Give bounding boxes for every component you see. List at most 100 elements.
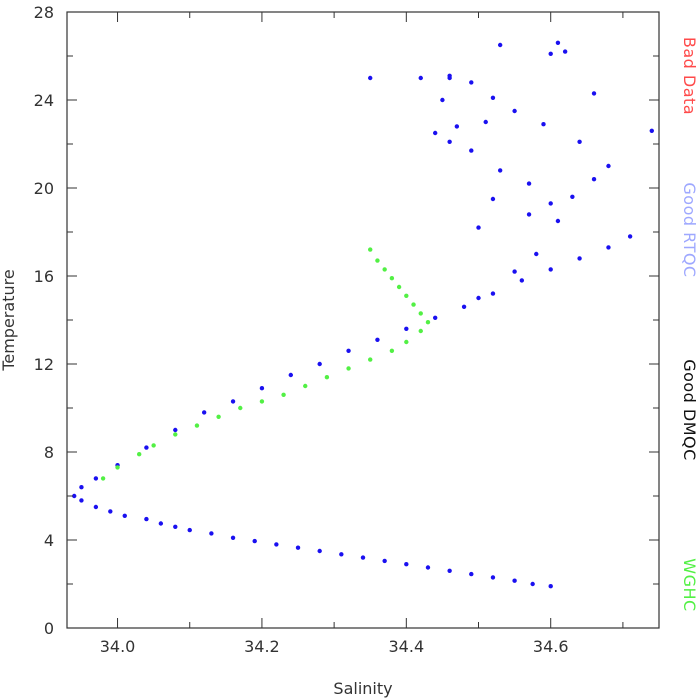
data-point: [490, 291, 496, 296]
data-point: [418, 75, 423, 81]
y-tick-label: 20: [34, 179, 54, 198]
data-point: [447, 568, 452, 573]
data-point: [108, 509, 113, 514]
data-point: [404, 293, 409, 298]
data-point: [281, 392, 286, 397]
data-point: [259, 399, 265, 404]
data-point: [418, 328, 423, 334]
data-point: [476, 225, 481, 230]
data-point: [548, 584, 553, 589]
data-point: [100, 476, 106, 481]
data-point: [136, 452, 142, 457]
data-point: [461, 304, 467, 309]
data-point: [483, 119, 488, 125]
data-point: [649, 128, 654, 133]
data-point: [440, 97, 445, 103]
data-point: [187, 527, 192, 533]
data-point: [375, 258, 380, 263]
data-point: [526, 181, 532, 186]
data-point: [490, 95, 496, 101]
data-point: [346, 348, 351, 353]
legend-layer: Bad Data Good RTQC Good DMQC WGHC: [680, 37, 699, 612]
data-point: [368, 247, 373, 252]
data-point: [425, 320, 431, 325]
data-point: [144, 516, 149, 522]
y-tick-label: 28: [34, 3, 54, 22]
data-point: [497, 42, 503, 48]
data-point: [288, 372, 294, 378]
data-point: [396, 284, 402, 290]
data-point: [274, 542, 279, 547]
data-point: [418, 311, 423, 316]
data-point: [404, 326, 409, 331]
data-point: [627, 234, 633, 239]
legend-item: Good RTQC: [680, 182, 699, 277]
x-tick-label: 34.6: [533, 637, 569, 656]
y-tick-label: 8: [44, 443, 54, 462]
data-point: [382, 558, 387, 564]
data-point: [252, 538, 257, 544]
data-point: [389, 348, 395, 353]
x-axis-title: Salinity: [333, 679, 392, 698]
data-point: [548, 51, 553, 56]
data-point: [158, 521, 164, 526]
data-point: [526, 212, 532, 217]
data-point: [317, 548, 322, 554]
data-point: [476, 295, 481, 301]
data-point: [339, 552, 344, 557]
y-tick-label: 4: [44, 531, 54, 550]
data-point: [115, 465, 120, 470]
data-point: [555, 40, 561, 45]
data-point: [144, 445, 149, 450]
data-point: [469, 571, 474, 577]
points-layer: [72, 40, 654, 589]
data-point: [447, 139, 452, 144]
data-point: [201, 410, 207, 415]
data-point: [295, 545, 301, 550]
data-point: [469, 80, 474, 85]
data-point: [151, 443, 156, 448]
y-tick-label: 12: [34, 355, 54, 374]
data-point: [548, 267, 553, 272]
data-point: [555, 218, 561, 224]
y-tick-label: 24: [34, 91, 54, 110]
data-point: [512, 578, 517, 583]
data-point: [216, 414, 221, 419]
data-point: [173, 524, 178, 529]
data-point: [79, 485, 84, 490]
data-point: [490, 196, 496, 202]
data-point: [389, 276, 395, 281]
data-point: [360, 555, 366, 560]
data-point: [79, 498, 84, 503]
data-point: [562, 49, 568, 54]
data-point: [93, 504, 99, 510]
x-tick-label: 34.4: [389, 637, 425, 656]
data-point: [368, 75, 373, 81]
data-point: [530, 581, 535, 587]
data-point: [591, 177, 597, 182]
legend-item: WGHC: [680, 558, 699, 611]
data-point: [368, 357, 373, 362]
data-point: [606, 245, 611, 250]
data-point: [404, 339, 409, 345]
data-point: [230, 535, 236, 540]
data-point: [591, 91, 597, 96]
data-point: [548, 201, 553, 206]
data-point: [577, 256, 582, 261]
data-point: [454, 124, 460, 129]
data-point: [570, 194, 575, 199]
data-point: [606, 163, 611, 169]
data-point: [541, 122, 546, 127]
data-point: [404, 562, 409, 567]
data-point: [317, 361, 322, 367]
x-tick-label: 34.2: [244, 637, 280, 656]
ticks-layer: 34.0 34.2 34.4 34.6 0 4 8 12 16 20 24 28: [34, 3, 659, 656]
data-point: [512, 269, 517, 274]
data-point: [238, 405, 243, 411]
data-point: [490, 575, 496, 580]
data-point: [303, 383, 308, 389]
data-point: [122, 513, 127, 518]
data-point: [497, 168, 503, 173]
